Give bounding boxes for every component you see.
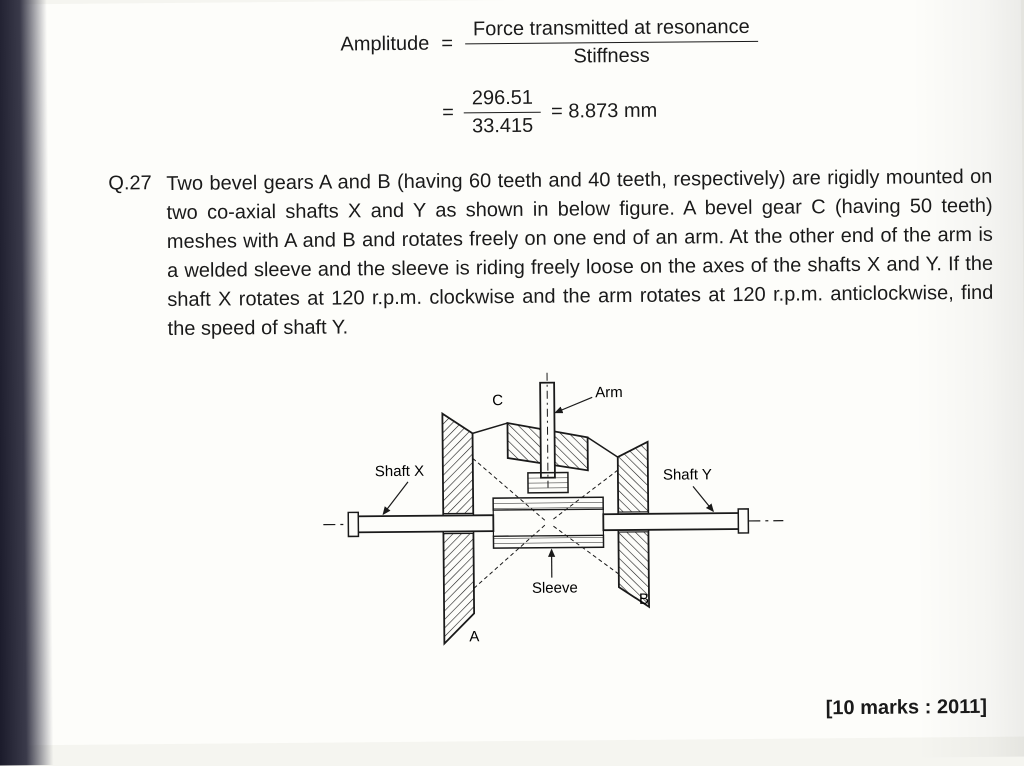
eq-sign-2: = bbox=[442, 101, 454, 124]
eq-denominator: Stiffness bbox=[565, 43, 658, 69]
eq-lhs: Amplitude bbox=[340, 33, 429, 57]
eq-fraction-numeric: 296.51 33.415 bbox=[464, 87, 542, 139]
marks-line: [10 marks : 2011] bbox=[826, 696, 987, 720]
eq-calc-den: 33.415 bbox=[464, 113, 541, 139]
label-arm: Arm bbox=[595, 384, 623, 401]
sleeve bbox=[493, 497, 603, 548]
bevel-gear-figure: C Arm Shaft X Shaft Y Sleeve A B bbox=[110, 349, 997, 662]
label-shaft-y: Shaft Y bbox=[663, 466, 712, 483]
eq-result: = 8.873 mm bbox=[551, 100, 657, 124]
label-shaft-x: Shaft X bbox=[375, 463, 424, 480]
label-a: A bbox=[469, 628, 479, 645]
question-block: Q.27 Two bevel gears A and B (having 60 … bbox=[108, 162, 993, 345]
question-text: Two bevel gears A and B (having 60 teeth… bbox=[166, 163, 993, 344]
eq-fraction-symbolic: Force transmitted at resonance Stiffness bbox=[465, 16, 758, 70]
eq-calc-num: 296.51 bbox=[464, 87, 541, 114]
amplitude-equation: Amplitude = Force transmitted at resonan… bbox=[107, 14, 992, 142]
label-b: B bbox=[639, 591, 649, 608]
eq-sign-1: = bbox=[441, 33, 453, 56]
label-c: C bbox=[492, 392, 503, 409]
eq-numerator: Force transmitted at resonance bbox=[465, 16, 758, 45]
label-sleeve: Sleeve bbox=[532, 579, 578, 596]
question-number: Q.27 bbox=[108, 169, 166, 199]
